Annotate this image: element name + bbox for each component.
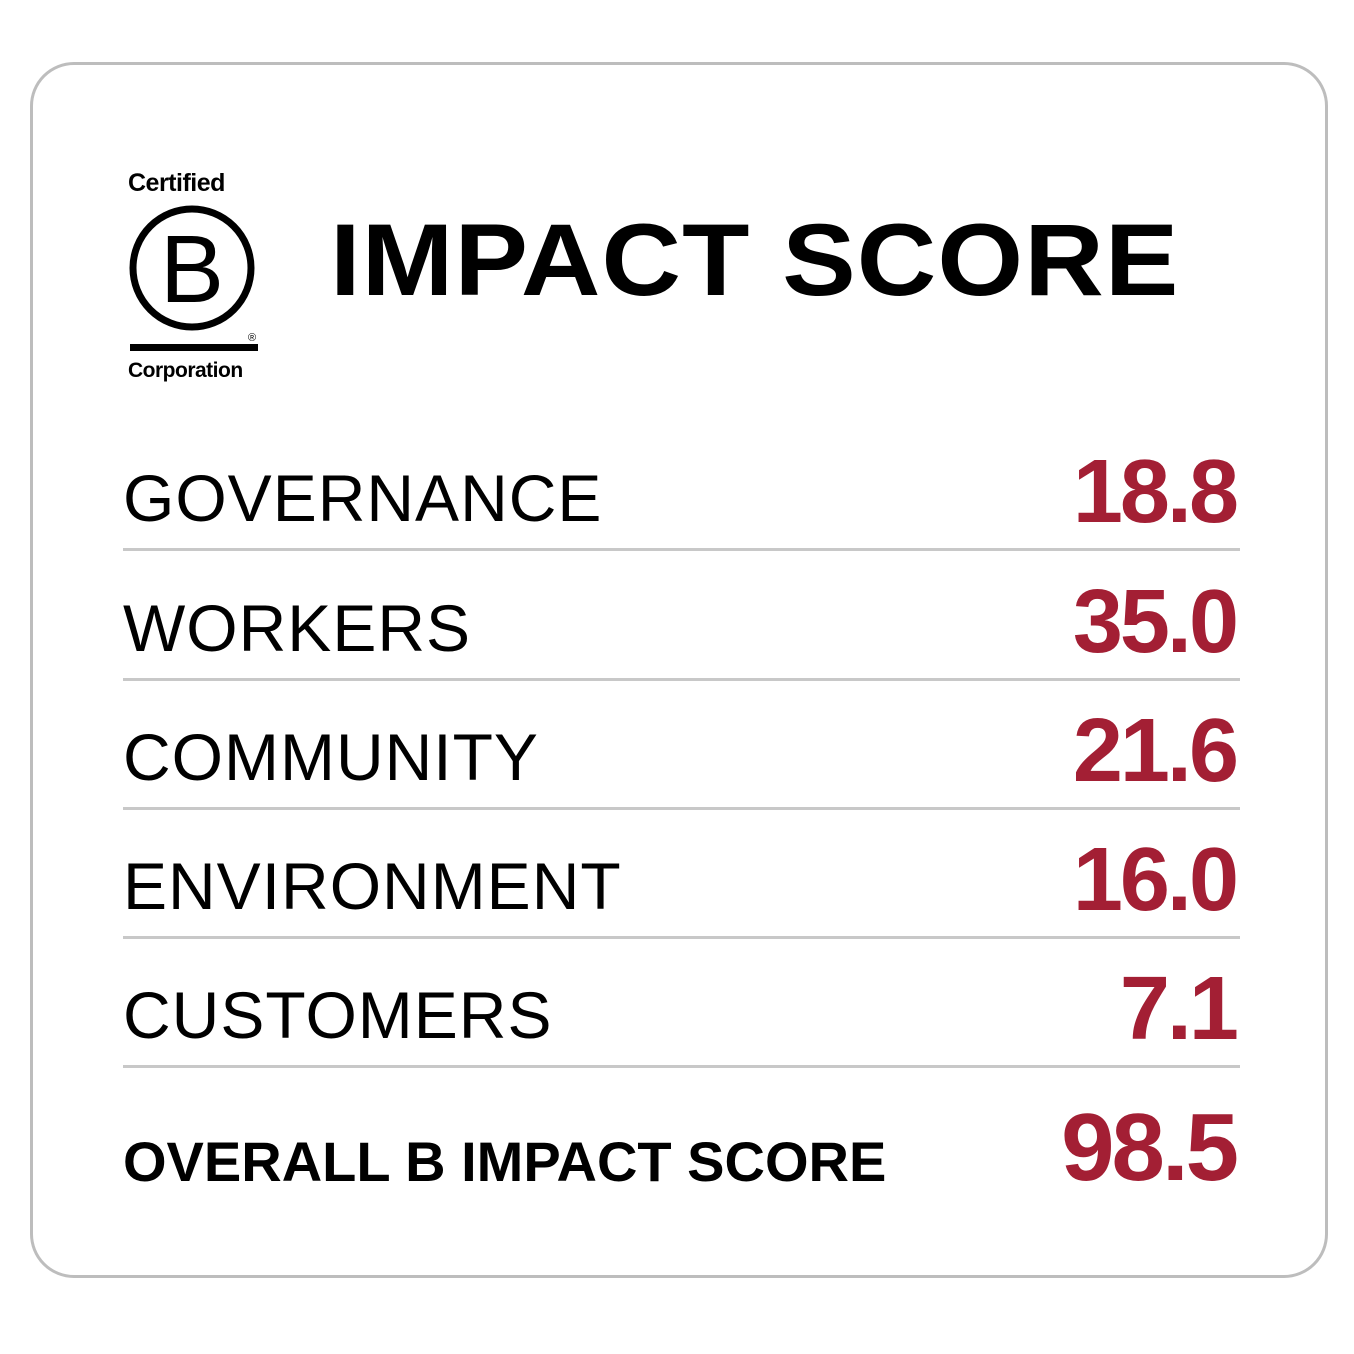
row-divider xyxy=(123,678,1240,681)
score-value: 35.0 xyxy=(1072,572,1239,672)
score-value: 18.8 xyxy=(1072,442,1239,542)
score-row-governance: GOVERNANCE 18.8 xyxy=(123,422,1240,551)
score-label: ENVIRONMENT xyxy=(123,849,622,923)
b-corp-logo: Certified B ® Corporation xyxy=(128,168,263,390)
score-value: 21.6 xyxy=(1072,701,1239,801)
page-title: IMPACT SCORE xyxy=(330,203,1180,317)
score-row-environment: ENVIRONMENT 16.0 xyxy=(123,810,1240,939)
score-row-customers: CUSTOMERS 7.1 xyxy=(123,939,1240,1068)
row-divider xyxy=(123,548,1240,551)
score-label: GOVERNANCE xyxy=(123,461,603,535)
impact-score-card xyxy=(30,62,1328,1278)
overall-score-row: OVERALL B IMPACT SCORE 98.5 xyxy=(123,1068,1240,1198)
overall-score-label: OVERALL B IMPACT SCORE xyxy=(123,1130,887,1193)
registered-mark: ® xyxy=(248,332,256,344)
score-row-workers: WORKERS 35.0 xyxy=(123,552,1240,681)
b-corp-mark-icon: B ® xyxy=(129,205,258,351)
logo-certified-text: Certified xyxy=(128,169,225,197)
overall-score-value: 98.5 xyxy=(1061,1094,1239,1201)
score-label: CUSTOMERS xyxy=(123,978,553,1052)
row-divider xyxy=(123,936,1240,939)
score-value: 16.0 xyxy=(1072,830,1239,930)
row-divider xyxy=(123,807,1240,810)
row-divider xyxy=(123,1065,1240,1068)
logo-letter: B xyxy=(160,216,224,323)
score-row-community: COMMUNITY 21.6 xyxy=(123,681,1240,810)
score-value: 7.1 xyxy=(1119,959,1239,1059)
logo-bar xyxy=(130,344,258,351)
score-label: COMMUNITY xyxy=(123,720,539,794)
logo-corporation-text: Corporation xyxy=(128,359,243,382)
score-label: WORKERS xyxy=(123,591,472,665)
